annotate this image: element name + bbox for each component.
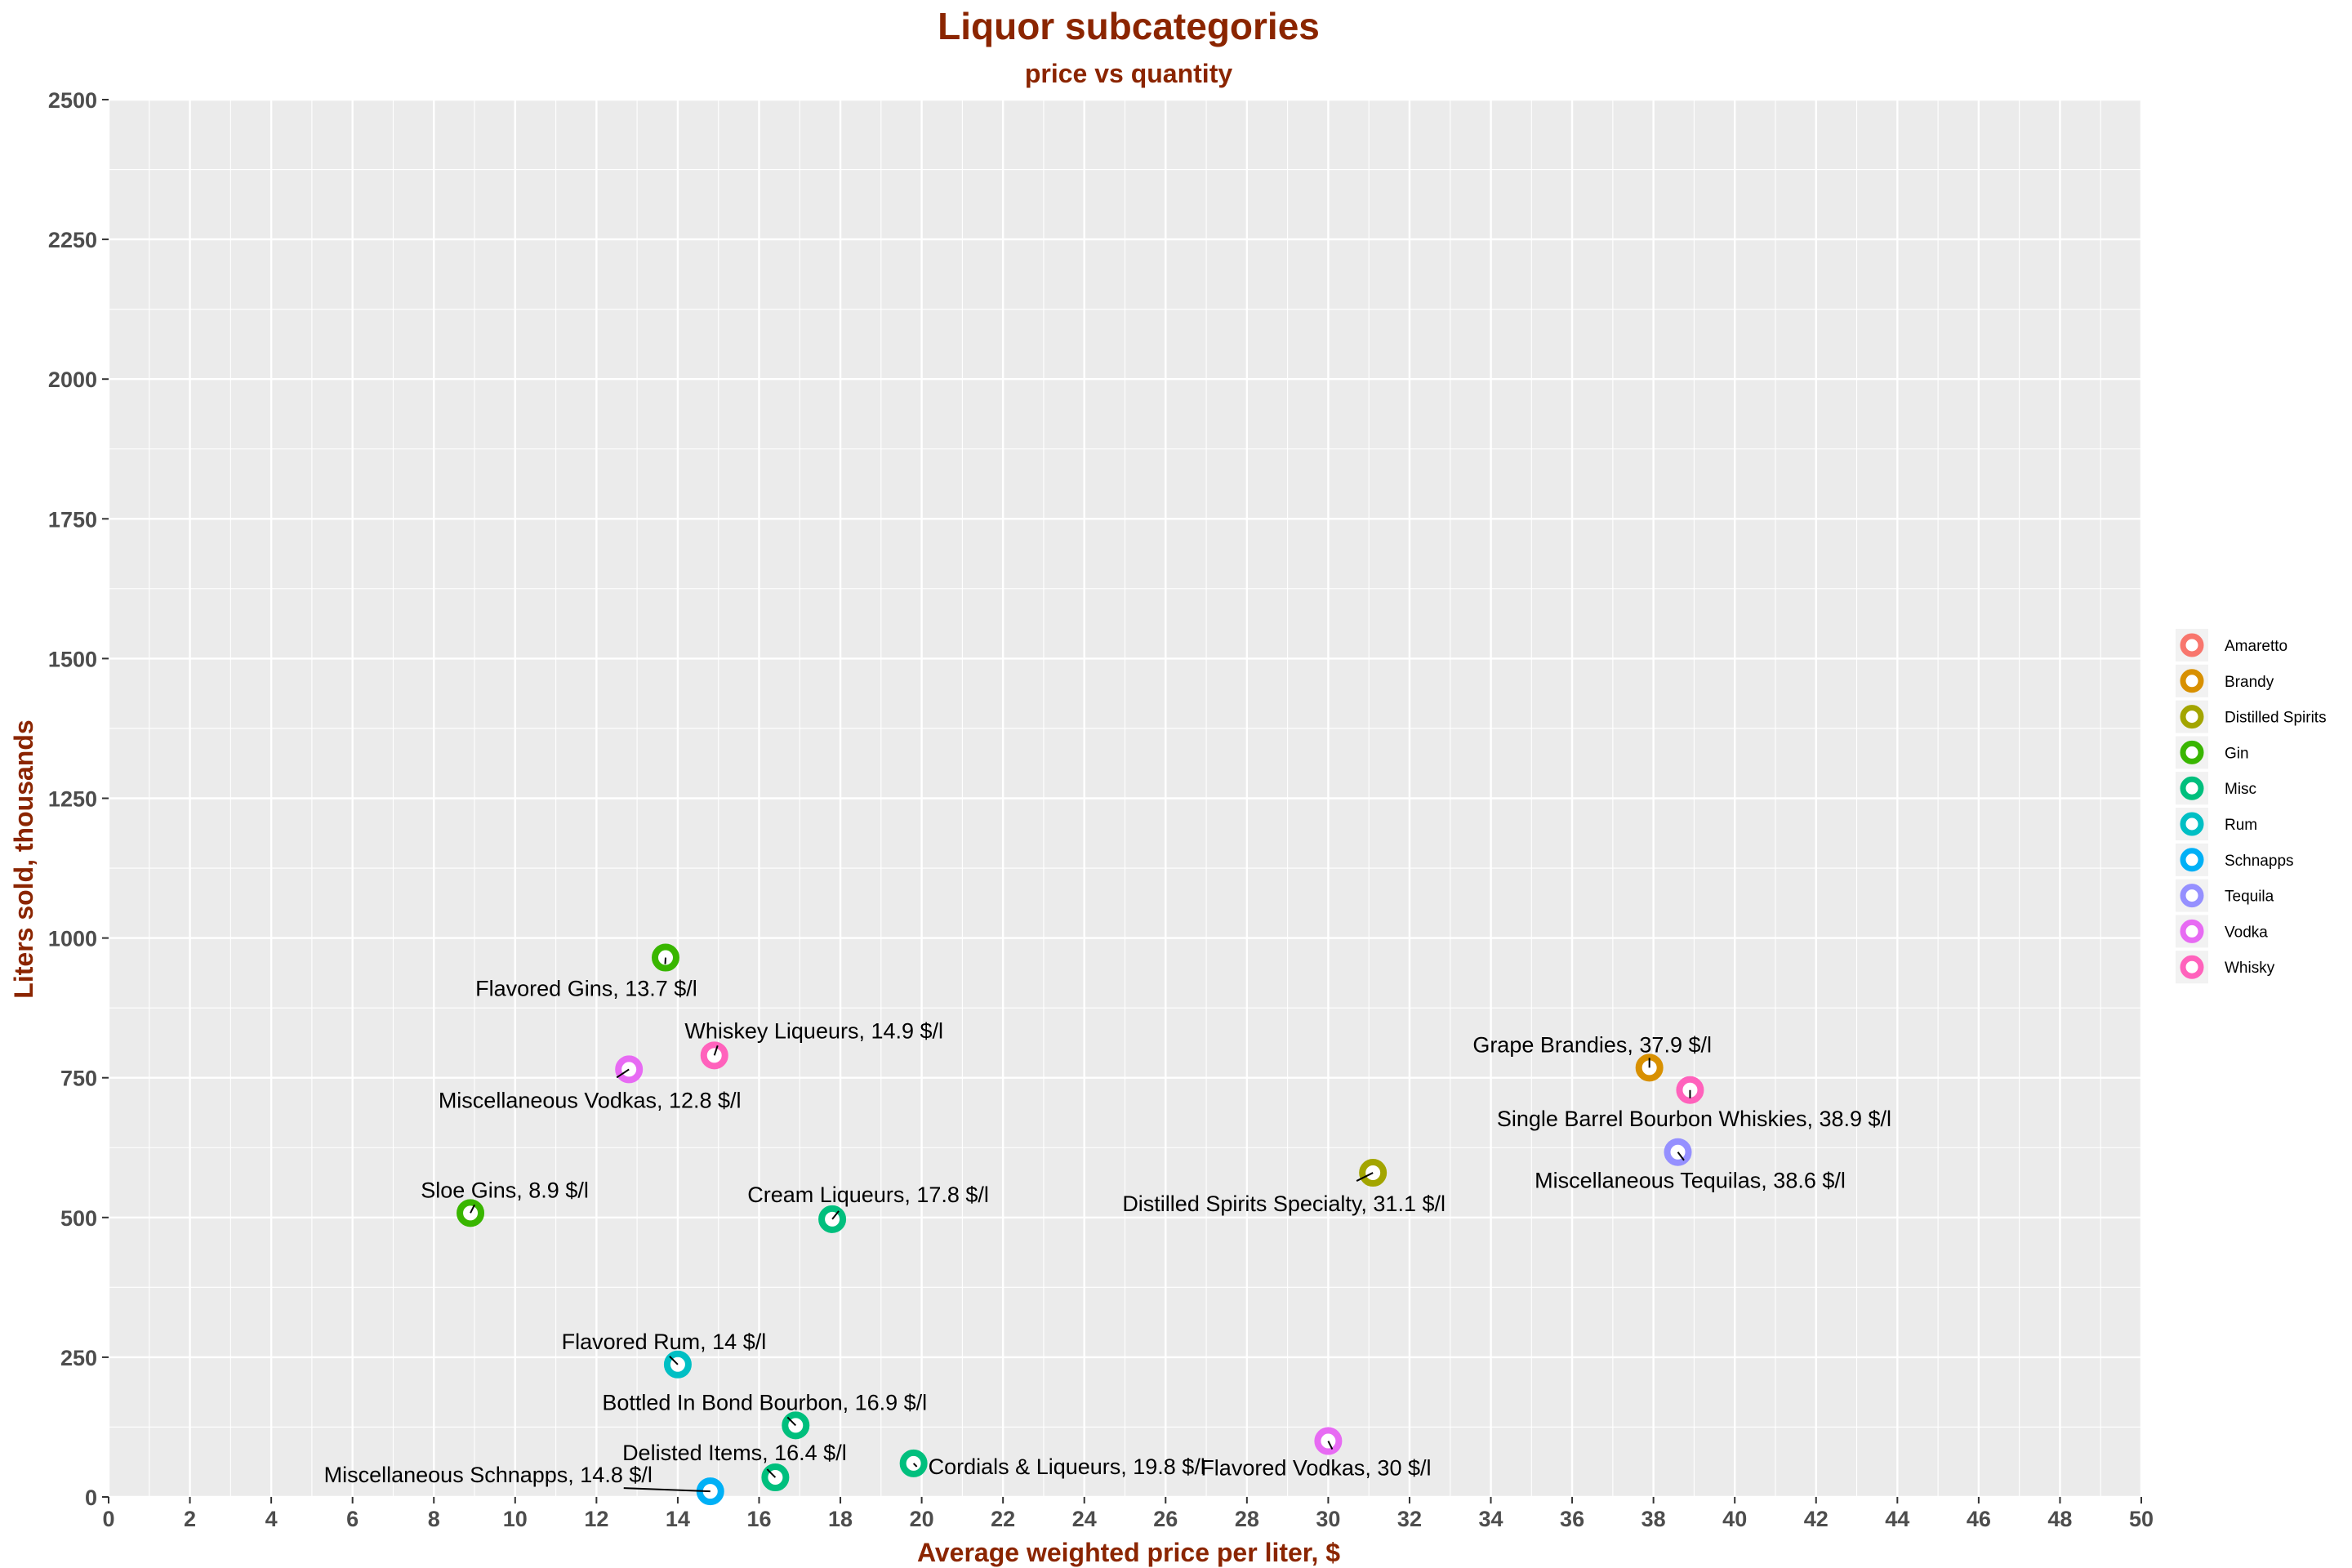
x-tick-label: 44 — [1885, 1507, 1909, 1531]
x-tick-label: 20 — [910, 1507, 934, 1531]
y-tick-label: 1250 — [48, 787, 97, 812]
point-label: Miscellaneous Tequilas, 38.6 $/l — [1535, 1169, 1846, 1193]
legend-swatch — [2180, 848, 2204, 872]
label-leader — [669, 1356, 679, 1365]
point-label: Delisted Items, 16.4 $/l — [622, 1441, 847, 1465]
point-label: Cordials & Liqueurs, 19.8 $/l — [929, 1454, 1205, 1479]
label-leader — [1327, 1441, 1334, 1450]
x-tick-label: 10 — [503, 1507, 528, 1531]
x-tick-label: 6 — [346, 1507, 359, 1531]
label-leader — [470, 1204, 475, 1214]
label-leader — [831, 1210, 840, 1220]
legend-label: Brandy — [2225, 674, 2274, 691]
axis-ticks — [102, 99, 2142, 1503]
legend-swatch — [2180, 705, 2204, 729]
x-tick-label: 22 — [991, 1507, 1015, 1531]
legend-swatch — [2180, 919, 2204, 943]
y-tick-label: 750 — [60, 1067, 97, 1091]
y-tick-label: 1000 — [48, 927, 97, 951]
point-label: Cream Liqueurs, 17.8 $/l — [747, 1183, 989, 1207]
point-labels: Flavored Gins, 13.7 $/l Whiskey Liqueurs,… — [324, 957, 1891, 1493]
y-tick-label: 250 — [60, 1346, 97, 1370]
chart-title: Liquor subcategories — [938, 5, 1320, 47]
x-tick-label: 48 — [2047, 1507, 2072, 1531]
x-tick-label: 40 — [1722, 1507, 1747, 1531]
x-tick-label: 4 — [265, 1507, 278, 1531]
x-tick-label: 42 — [1804, 1507, 1829, 1531]
y-tick-label: 500 — [60, 1206, 97, 1231]
x-tick-label: 18 — [828, 1507, 853, 1531]
y-tick-label: 2250 — [48, 228, 97, 252]
label-leader — [1677, 1152, 1685, 1161]
legend-swatch — [2180, 633, 2204, 657]
x-axis-title: Average weighted price per liter, $ — [917, 1538, 1340, 1567]
y-tick-label: 2000 — [48, 368, 97, 392]
legend-label: Tequila — [2225, 889, 2274, 906]
legend-swatch — [2180, 669, 2204, 693]
x-tick-label: 36 — [1560, 1507, 1584, 1531]
legend-label: Distilled Spirits — [2225, 710, 2327, 727]
y-tick-label: 1750 — [48, 507, 97, 532]
x-tick-label: 34 — [1478, 1507, 1503, 1531]
x-tick-label: 12 — [584, 1507, 608, 1531]
point-label: Flavored Rum, 14 $/l — [562, 1330, 767, 1354]
point-label: Sloe Gins, 8.9 $/l — [421, 1178, 589, 1202]
legend: Amaretto Brandy Distilled Spirits Gin Misc Ru… — [2170, 625, 2350, 984]
x-tick-label: 16 — [746, 1507, 771, 1531]
legend-label: Vodka — [2225, 924, 2268, 941]
label-leader — [616, 1068, 630, 1079]
label-leader — [766, 1468, 777, 1478]
x-tick-label: 32 — [1397, 1507, 1422, 1531]
point-label: Whiskey Liqueurs, 14.9 $/l — [684, 1018, 943, 1043]
x-tick-label: 0 — [102, 1507, 114, 1531]
point-label: Grape Brandies, 37.9 $/l — [1472, 1032, 1712, 1057]
grid-lines — [107, 98, 2143, 1499]
legend-swatch — [2180, 955, 2204, 979]
label-leader — [786, 1416, 796, 1427]
legend-label: Gin — [2225, 745, 2249, 762]
label-leader — [664, 957, 666, 964]
label-leader — [713, 1045, 719, 1056]
x-tick-label: 26 — [1153, 1507, 1178, 1531]
x-tick-label: 8 — [428, 1507, 440, 1531]
y-tick-label: 1500 — [48, 647, 97, 671]
point-label: Flavored Vodkas, 30 $/l — [1200, 1456, 1431, 1481]
legend-swatch — [2180, 740, 2204, 764]
legend-swatch — [2180, 776, 2204, 800]
y-tick-labels: 0 250 500 750 1000 1250 1500 1750 2000 2250 2500 — [48, 88, 97, 1510]
legend-swatch — [2180, 812, 2204, 836]
point-label: Single Barrel Bourbon Whiskies, 38.9 $/l — [1497, 1107, 1891, 1131]
x-tick-label: 46 — [1967, 1507, 1991, 1531]
y-axis-title: Liters sold, thousands — [9, 719, 38, 998]
x-tick-label: 28 — [1235, 1507, 1259, 1531]
legend-label: Amaretto — [2225, 638, 2287, 655]
x-tick-label: 2 — [184, 1507, 196, 1531]
label-leader — [623, 1487, 710, 1493]
legend-label: Misc — [2225, 781, 2256, 798]
x-tick-label: 38 — [1642, 1507, 1666, 1531]
point-label: Miscellaneous Vodkas, 12.8 $/l — [439, 1088, 742, 1112]
label-leader — [1356, 1172, 1374, 1182]
chart-subtitle: price vs quantity — [1025, 59, 1233, 88]
legend-swatch — [2180, 884, 2204, 908]
legend-label: Whisky — [2225, 960, 2275, 977]
y-tick-label: 2500 — [48, 88, 97, 113]
x-tick-label: 30 — [1316, 1507, 1340, 1531]
legend-label: Schnapps — [2225, 853, 2294, 870]
x-tick-label: 50 — [2129, 1507, 2154, 1531]
label-leader — [912, 1463, 918, 1468]
point-label: Distilled Spirits Specialty, 31.1 $/l — [1122, 1192, 1446, 1216]
x-tick-label: 24 — [1072, 1507, 1097, 1531]
point-label: Flavored Gins, 13.7 $/l — [475, 977, 697, 1001]
y-tick-label: 0 — [85, 1486, 97, 1510]
point-label: Miscellaneous Schnapps, 14.8 $/l — [324, 1463, 653, 1487]
x-tick-labels: 0 2 4 6 8 10 12 14 16 18 20 22 24 26 28 30 32 34 36 38 40 42 4… — [102, 1507, 2154, 1531]
x-tick-label: 14 — [666, 1507, 690, 1531]
legend-label: Rum — [2225, 817, 2257, 834]
point-label: Bottled In Bond Bourbon, 16.9 $/l — [602, 1390, 927, 1414]
